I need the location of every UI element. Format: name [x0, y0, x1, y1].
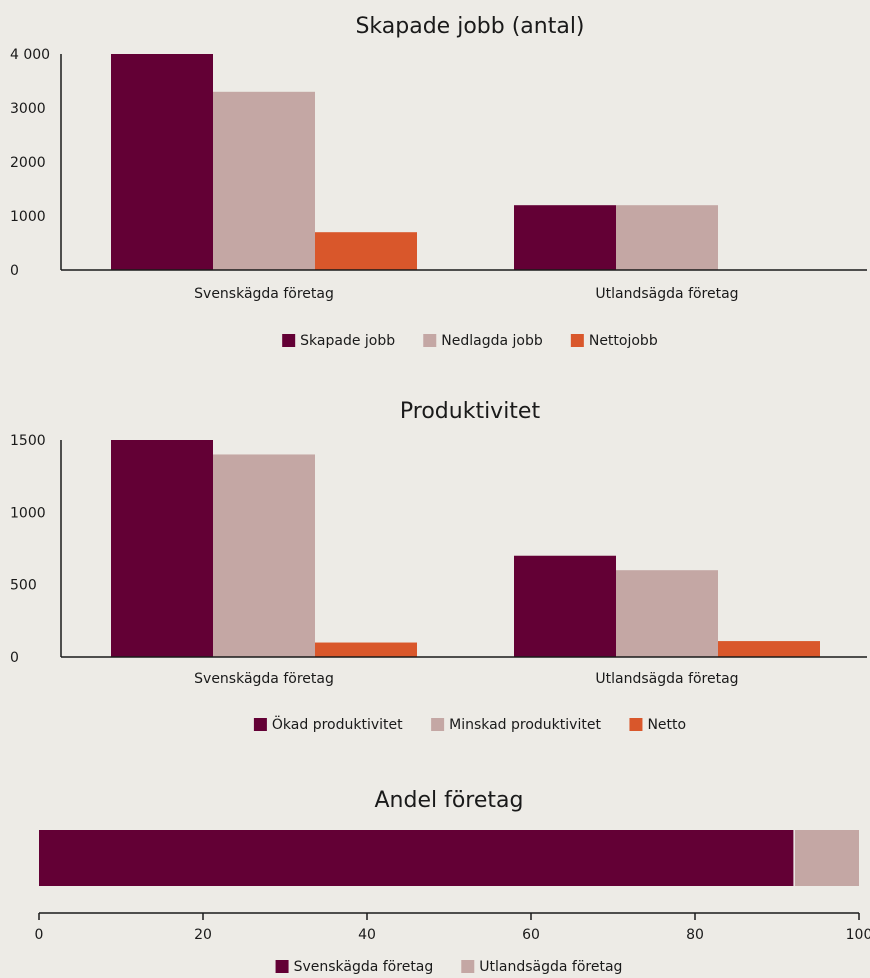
- chart1-bar-1-0: [514, 205, 616, 270]
- chart1-legend-swatch-1: [423, 334, 437, 347]
- chart1-ytick-label-2: 2000: [10, 155, 46, 171]
- chart3-xtick-label-4: 80: [686, 927, 704, 943]
- chart2-legend-swatch-2: [629, 718, 643, 731]
- chart2-legend-label-1: Minskad produktivitet: [449, 717, 601, 733]
- chart2-legend-label-0: Ökad produktivitet: [272, 715, 403, 733]
- chart3-legend-label-1: Utlandsägda företag: [479, 959, 622, 975]
- chart2-ytick-label-0: 0: [10, 650, 19, 666]
- chart1-bar-0-2: [315, 232, 417, 270]
- chart3-legend-swatch-1: [461, 960, 475, 973]
- chart3-bar-1: [794, 830, 859, 886]
- chart2-bar-1-2: [718, 641, 820, 657]
- chart2-category-label-0: Svenskägda företag: [194, 671, 334, 687]
- chart3-xtick-label-5: 100: [846, 927, 870, 943]
- chart2-title: Produktivitet: [400, 399, 541, 424]
- chart3-xtick-label-1: 20: [194, 927, 212, 943]
- chart3-xtick-label-0: 0: [35, 927, 44, 943]
- chart3-legend-swatch-0: [275, 960, 289, 973]
- chart2-legend-swatch-0: [253, 718, 267, 731]
- chart2-bar-0-0: [111, 440, 213, 657]
- chart3-title: Andel företag: [375, 788, 524, 813]
- chart2-ytick-label-3: 1500: [10, 433, 46, 449]
- chart1-legend-label-0: Skapade jobb: [300, 333, 395, 349]
- chart2-category-label-1: Utlandsägda företag: [595, 671, 738, 687]
- chart2-bar-0-1: [213, 454, 315, 657]
- chart2-ytick-label-1: 500: [10, 578, 37, 594]
- chart1-title: Skapade jobb (antal): [355, 14, 584, 39]
- chart1-ytick-label-1: 1000: [10, 209, 46, 225]
- chart1-category-label-1: Utlandsägda företag: [595, 286, 738, 302]
- chart1-legend-label-1: Nedlagda jobb: [441, 333, 543, 349]
- chart2-bar-0-2: [315, 642, 417, 657]
- chart1-bar-1-1: [616, 205, 718, 270]
- chart3-legend-label-0: Svenskägda företag: [294, 959, 434, 975]
- chart3-xtick-label-3: 60: [522, 927, 540, 943]
- chart3-xtick-label-2: 40: [358, 927, 376, 943]
- chart1-legend-swatch-2: [570, 334, 584, 347]
- chart2-bar-1-1: [616, 570, 718, 657]
- chart2-bar-1-0: [514, 555, 616, 657]
- chart1-bar-0-0: [111, 54, 213, 270]
- chart3-bar-0: [39, 830, 794, 886]
- chart1-legend-label-2: Nettojobb: [589, 333, 658, 349]
- chart2-ytick-label-2: 1000: [10, 505, 46, 521]
- chart2-legend-swatch-1: [431, 718, 445, 731]
- chart1-bar-0-1: [213, 91, 315, 270]
- chart1-ytick-label-3: 3000: [10, 101, 46, 117]
- chart2-legend-label-2: Netto: [647, 717, 686, 733]
- chart1-legend-swatch-0: [282, 334, 296, 347]
- chart1-ytick-label-4: 4 000: [10, 47, 50, 63]
- chart1-category-label-0: Svenskägda företag: [194, 286, 334, 302]
- chart1-ytick-label-0: 0: [10, 263, 19, 279]
